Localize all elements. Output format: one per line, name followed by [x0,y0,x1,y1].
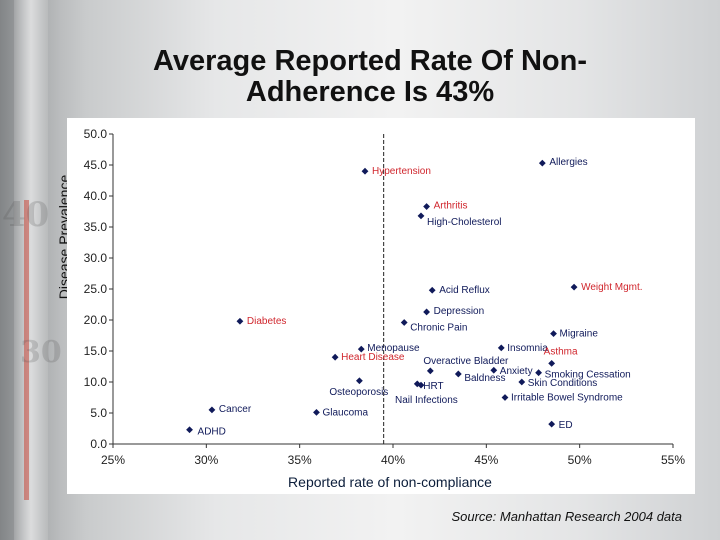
point-label-insomnia: Insomnia [507,343,548,354]
point-label-chronic-pain: Chronic Pain [410,322,467,333]
point-osteoporosis [356,377,363,385]
point-label-heart-disease: Heart Disease [341,352,405,363]
y-tick-label: 30.0 [84,251,108,265]
point-cancer [208,406,216,414]
x-tick-label: 45% [474,453,498,467]
point-depression [423,308,430,316]
point-label-diabetes: Diabetes [247,316,286,327]
point-arthritis [423,203,430,210]
x-tick-label: 50% [568,453,592,467]
y-tick-label: 45.0 [84,158,108,172]
slide-title: Average Reported Rate Of Non- Adherence … [0,46,720,108]
y-tick-label: 0.0 [90,437,107,451]
y-tick-label: 5.0 [90,406,107,420]
point-adhd [186,426,193,434]
point-label-irritable-bowel-syndrome: Irritable Bowel Syndrome [511,393,623,404]
title-line-1: Average Reported Rate Of Non- [153,45,587,77]
point-label-depression: Depression [434,306,485,317]
point-label-overactive-bladder: Overactive Bladder [423,356,509,367]
x-tick-label: 35% [288,453,312,467]
point-label-weight-mgmt: Weight Mgmt. [581,282,643,293]
y-tick-label: 20.0 [84,313,108,327]
point-label-anxiety: Anxiety [500,366,533,377]
point-smoking-cessation [535,369,542,377]
point-skin-conditions [518,378,526,386]
x-tick-label: 25% [101,453,125,467]
point-ed [548,420,556,428]
point-label-hypertension: Hypertension [372,166,431,177]
y-tick-label: 40.0 [84,189,108,203]
point-glaucoma [313,408,320,416]
point-weight-mgmt [570,283,578,291]
point-overactive-bladder [426,367,434,375]
point-label-acid-reflux: Acid Reflux [439,285,490,296]
x-tick-label: 55% [661,453,685,467]
point-high-cholesterol [417,212,425,220]
x-axis-label: Reported rate of non-compliance [288,474,492,490]
point-label-ed: ED [559,420,573,431]
y-tick-label: 50.0 [84,127,108,141]
y-tick-label: 35.0 [84,220,108,234]
point-label-asthma: Asthma [544,346,578,357]
background-gauge-mark: 40 [2,195,50,235]
point-baldness [454,370,462,378]
background-gauge-mark: 30 [20,335,62,370]
point-asthma [548,360,556,367]
point-label-glaucoma: Glaucoma [322,407,368,418]
point-menopause [357,345,365,353]
point-acid-reflux [428,286,436,294]
y-tick-label: 25.0 [84,282,108,296]
background-thermometer-glass [14,0,48,540]
point-nail-infections [417,381,425,389]
point-hrt [413,380,421,388]
scatter-plot: 0.0 5.0 10.0 15.0 20.0 25.0 30.0 35.0 40.0 45.0 50… [84,127,686,467]
point-allergies [538,159,546,167]
point-label-arthritis: Arthritis [434,201,468,212]
source-note: Source: Manhattan Research 2004 data [451,509,682,524]
title-line-2: Adherence Is 43% [245,76,495,108]
point-anxiety [490,366,498,374]
point-diabetes [236,317,244,325]
point-heart-disease [331,353,339,361]
point-label-high-cholesterol: High-Cholesterol [427,217,501,228]
point-label-baldness: Baldness [464,373,505,384]
point-label-migraine: Migraine [560,329,599,340]
point-irritable-bowel-syndrome [501,394,509,401]
chart-panel [67,118,695,494]
point-chronic-pain [400,319,408,326]
background-thermometer-mercury [24,200,29,500]
x-tick-label: 40% [381,453,405,467]
x-tick-label: 30% [194,453,218,467]
point-label-hrt: HRT [423,381,443,392]
point-hypertension [361,167,369,175]
point-label-cancer: Cancer [219,404,252,415]
point-label-menopause: Menopause [367,343,420,354]
point-label-smoking-cessation: Smoking Cessation [545,370,631,381]
point-label-skin-conditions: Skin Conditions [528,378,597,389]
point-insomnia [497,344,505,352]
point-migraine [550,330,557,338]
point-label-adhd: ADHD [198,427,226,438]
y-tick-label: 10.0 [84,375,108,389]
point-label-allergies: Allergies [549,157,587,168]
point-label-osteoporosis: Osteoporosis [329,387,388,398]
y-tick-label: 15.0 [84,344,108,358]
point-label-nail-infections: Nail Infections [395,395,458,406]
